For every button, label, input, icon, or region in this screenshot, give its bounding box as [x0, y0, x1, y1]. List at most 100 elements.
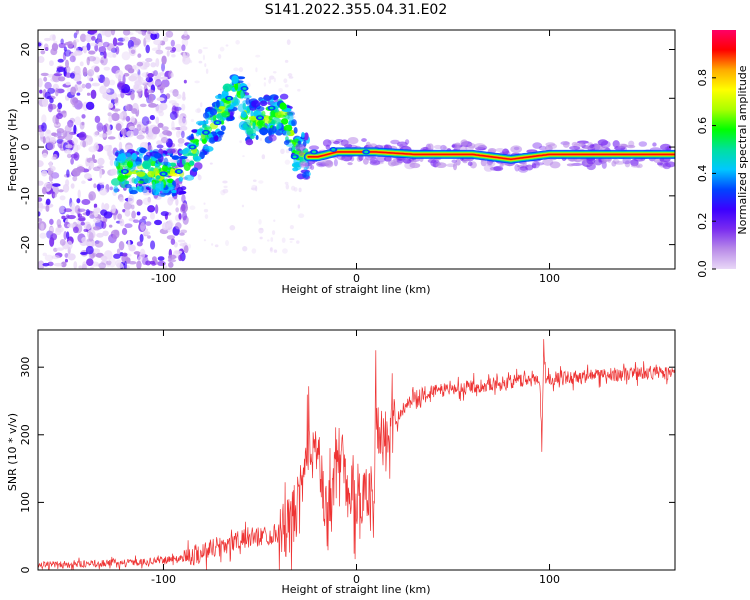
- noise-blob: [86, 71, 93, 82]
- noise-blob: [165, 30, 174, 38]
- noise-blob: [200, 102, 203, 108]
- noise-blob: [64, 252, 69, 258]
- noise-blob: [183, 79, 187, 84]
- noise-blob: [41, 97, 49, 108]
- noise-blob: [52, 193, 57, 198]
- ridge-blob: [195, 139, 199, 146]
- noise-blob: [255, 185, 258, 192]
- ridge-blob: [255, 134, 259, 141]
- noise-blob: [217, 54, 222, 59]
- snr-x-tick-label: -100: [151, 573, 176, 586]
- ridge-spot-core: [269, 106, 274, 110]
- ridge-halo: [614, 161, 625, 165]
- noise-blob: [189, 205, 196, 211]
- noise-blob: [72, 175, 78, 182]
- ridge-halo: [467, 161, 473, 167]
- noise-blob: [42, 262, 50, 267]
- noise-blob: [233, 67, 239, 72]
- noise-blob: [197, 49, 203, 54]
- noise-blob: [151, 126, 161, 135]
- noise-blob: [107, 136, 116, 140]
- noise-blob: [38, 42, 42, 47]
- noise-blob: [287, 73, 293, 77]
- noise-blob: [42, 136, 46, 144]
- noise-blob: [76, 92, 81, 96]
- noise-blob: [116, 42, 124, 46]
- noise-blob: [106, 88, 111, 93]
- noise-blob: [109, 159, 114, 166]
- noise-blob: [38, 260, 45, 269]
- ridge-blob: [220, 125, 226, 132]
- noise-blob: [281, 237, 286, 243]
- noise-blob: [66, 240, 73, 250]
- noise-blob: [166, 130, 173, 137]
- colorbar-tick-label: 0.4: [696, 165, 709, 183]
- noise-blob: [85, 101, 95, 111]
- noise-blob: [48, 174, 54, 182]
- noise-blob: [50, 166, 56, 172]
- noise-blob: [83, 228, 89, 232]
- ridge-blob: [245, 139, 254, 146]
- noise-blob: [178, 213, 182, 220]
- ridge-blob: [188, 136, 195, 141]
- ridge-blob: [191, 167, 199, 172]
- ridge-halo: [455, 158, 461, 166]
- spectrogram-x-ticks: -100 0 100: [151, 30, 560, 285]
- ridge-blob: [257, 124, 263, 129]
- noise-blob: [250, 187, 256, 191]
- noise-blob: [63, 149, 72, 154]
- noise-blob: [138, 92, 142, 99]
- noise-blob: [175, 130, 181, 138]
- ridge-spot-core: [190, 145, 195, 149]
- ridge-halo: [454, 142, 461, 147]
- noise-blob: [205, 68, 209, 74]
- noise-blob: [43, 43, 49, 51]
- ridge-blob: [178, 176, 184, 182]
- noise-blob: [145, 57, 153, 63]
- noise-blob: [88, 146, 97, 153]
- noise-blob: [145, 221, 152, 226]
- noise-blob: [132, 38, 141, 46]
- noise-blob: [148, 206, 155, 211]
- noise-blob: [51, 156, 57, 161]
- ridge-blob: [249, 127, 257, 135]
- noise-blob: [83, 173, 92, 180]
- noise-blob: [63, 46, 67, 52]
- noise-blob: [145, 260, 152, 266]
- noise-blob: [146, 89, 155, 94]
- noise-blob: [86, 56, 90, 66]
- ridge-halo: [510, 145, 523, 154]
- noise-blob: [51, 183, 61, 187]
- noise-blob: [297, 88, 301, 92]
- ridge-halo: [489, 166, 502, 171]
- noise-blob: [110, 168, 118, 176]
- noise-blob: [272, 71, 277, 74]
- noise-blob: [261, 154, 266, 160]
- ridge-halo: [383, 156, 392, 162]
- noise-blob: [102, 124, 107, 133]
- ridge-halo: [340, 157, 345, 161]
- noise-blob: [93, 183, 97, 189]
- noise-blob: [229, 225, 236, 231]
- noise-blob: [157, 122, 164, 128]
- noise-blob: [70, 86, 77, 96]
- noise-blob: [41, 186, 47, 195]
- noise-blob: [125, 115, 131, 122]
- noise-blob: [64, 124, 72, 133]
- noise-blob: [204, 63, 207, 68]
- noise-blob: [241, 204, 245, 208]
- noise-blob: [139, 233, 144, 243]
- noise-blob: [153, 70, 158, 77]
- noise-blob: [169, 111, 178, 120]
- noise-blob: [41, 170, 48, 177]
- noise-blob: [273, 249, 278, 253]
- noise-blob: [44, 91, 51, 100]
- noise-blob: [155, 105, 164, 114]
- figure-title: S141.2022.355.04.31.E02: [265, 2, 448, 18]
- noise-blob: [86, 92, 91, 96]
- ridge-spot-core: [176, 170, 181, 173]
- noise-blob: [101, 202, 105, 212]
- ridge-halo: [333, 158, 338, 167]
- ridge-blob: [267, 127, 273, 134]
- noise-blob: [97, 42, 103, 47]
